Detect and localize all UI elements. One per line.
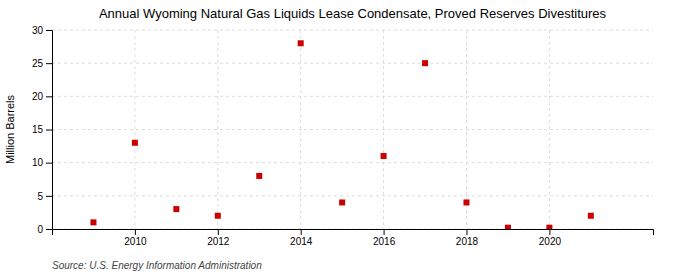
point — [173, 206, 179, 212]
point — [546, 225, 552, 229]
point — [215, 213, 221, 219]
tick-mark — [46, 196, 52, 197]
tick-label: 2018 — [456, 236, 479, 247]
tick-mark — [218, 229, 219, 235]
tick-label: 10 — [32, 157, 44, 168]
grid-line-y — [52, 195, 653, 196]
tick: 0 — [37, 224, 52, 235]
tick-mark — [46, 30, 52, 31]
tick-label: 0 — [37, 224, 43, 235]
point — [298, 40, 304, 46]
point — [381, 153, 387, 159]
tick: 2010 — [124, 229, 147, 247]
tick: 10 — [32, 157, 52, 168]
tick-mark — [46, 130, 52, 131]
tick-mark — [46, 163, 52, 164]
tick-mark — [46, 96, 52, 97]
source: Source: U.S. Energy Information Administ… — [52, 260, 262, 271]
tick: 25 — [32, 58, 52, 69]
grid-line-x — [134, 30, 135, 229]
point — [505, 225, 511, 229]
tick-mark — [384, 229, 385, 235]
plot: 2010 2012 2014 2016 2018 2020 0 5 10 15 20 25 30 — [32, 25, 654, 247]
grid-line-x — [549, 30, 550, 229]
tick-label: 2020 — [539, 236, 562, 247]
tick: 2016 — [373, 229, 396, 247]
tick-mark — [466, 229, 467, 235]
tick: 20 — [32, 91, 52, 102]
tick-label: 20 — [32, 91, 44, 102]
point — [422, 60, 428, 66]
tick-mark — [135, 229, 136, 235]
point — [339, 199, 345, 205]
point — [132, 140, 138, 146]
tick: 2018 — [456, 229, 479, 247]
tick-mark — [46, 63, 52, 64]
grid-line-y — [52, 96, 653, 97]
point — [256, 173, 262, 179]
points — [90, 40, 593, 229]
tick-mark — [549, 229, 550, 235]
tick-mark — [301, 229, 302, 235]
tick-label: 5 — [37, 191, 43, 202]
grid — [52, 30, 653, 229]
tick-label: 2012 — [207, 236, 230, 247]
tick: 2020 — [539, 229, 562, 247]
title: Annual Wyoming Natural Gas Liquids Lease… — [99, 6, 607, 21]
grid-line-x — [217, 30, 218, 229]
tick: 5 — [37, 191, 52, 202]
point — [90, 219, 96, 225]
point — [588, 213, 594, 219]
tick: 2012 — [207, 229, 230, 247]
grid-line-x — [300, 30, 301, 229]
tick: 2014 — [290, 229, 313, 247]
tick-label: 2010 — [124, 236, 147, 247]
tick-label: 15 — [32, 124, 44, 135]
tick-label: 30 — [32, 25, 44, 36]
tick-label: 25 — [32, 58, 44, 69]
grid-line-x — [466, 30, 467, 229]
axis-line — [53, 230, 654, 236]
grid-line-x — [383, 30, 384, 229]
axis-line — [46, 31, 53, 230]
tick-label: 2016 — [373, 236, 396, 247]
grid-line-y — [52, 30, 653, 31]
y-axis-label: Million Barrels — [4, 94, 16, 164]
y-axis: 0 5 10 15 20 25 30 — [32, 25, 53, 235]
point — [463, 199, 469, 205]
x-axis: 2010 2012 2014 2016 2018 2020 — [53, 229, 654, 247]
tick: 30 — [32, 25, 52, 36]
grid-line-y — [52, 129, 653, 130]
tick-mark — [46, 229, 52, 230]
tick-label: 2014 — [290, 236, 313, 247]
grid-line-y — [52, 162, 653, 163]
chart: 2010 2012 2014 2016 2018 2020 0 5 10 15 20 25 30 Annu… — [0, 0, 675, 275]
tick: 15 — [32, 124, 52, 135]
grid-line-y — [52, 63, 653, 64]
